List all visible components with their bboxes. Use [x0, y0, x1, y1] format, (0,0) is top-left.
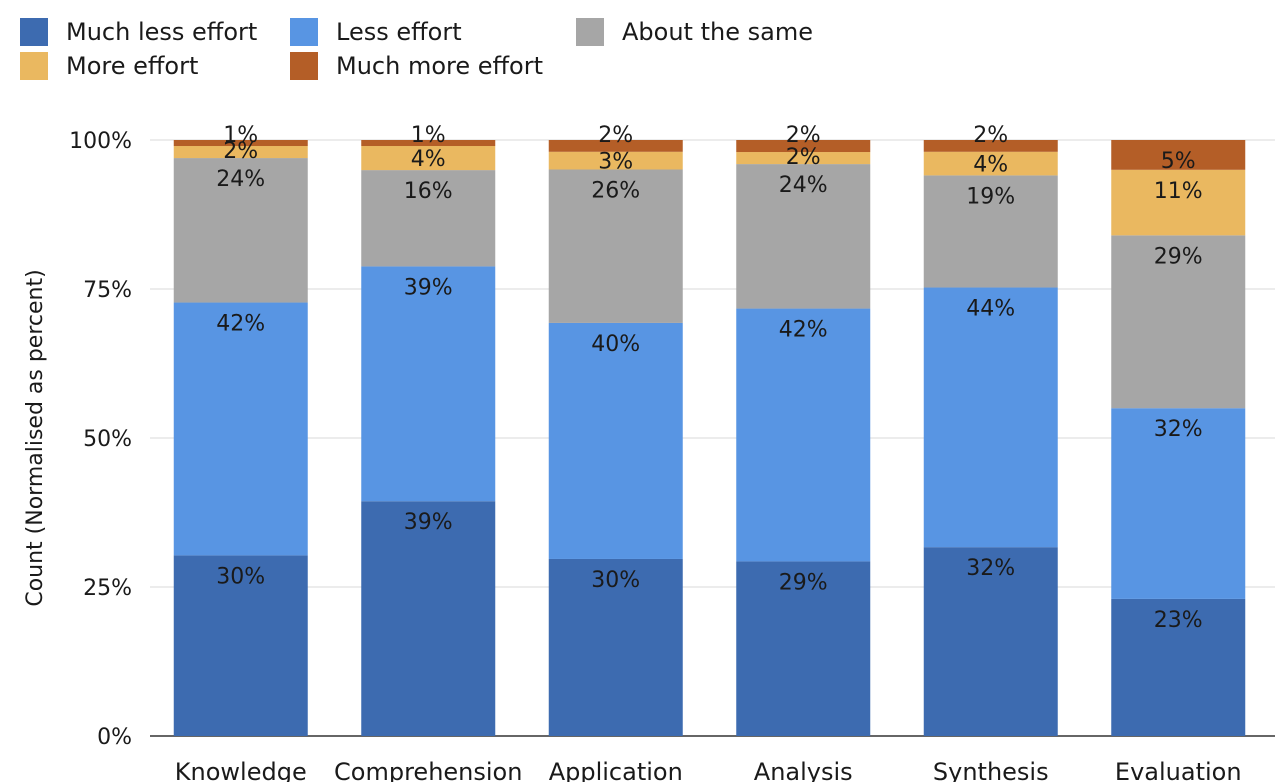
x-tick-label: Synthesis [933, 758, 1049, 782]
data-label: 29% [1154, 244, 1203, 269]
legend-item-3: More effort [20, 52, 198, 80]
y-tick-label: 0% [97, 725, 132, 750]
data-label: 39% [404, 275, 453, 300]
bar-segment [361, 170, 496, 267]
x-tick-label: Analysis [754, 758, 853, 782]
x-tick-label: Evaluation [1115, 758, 1242, 782]
data-label: 2% [973, 123, 1008, 148]
data-label: 4% [973, 153, 1008, 178]
legend-label: About the same [622, 18, 813, 46]
data-label: 2% [786, 123, 821, 148]
y-tick-label: 25% [83, 576, 132, 601]
bar-segment [361, 146, 496, 171]
data-label: 2% [598, 123, 633, 148]
bar-segment [361, 266, 496, 502]
bar-segment [548, 169, 683, 323]
bar-segment [736, 561, 871, 736]
bar-segment [1111, 140, 1246, 170]
bar-segment [1111, 408, 1246, 599]
data-label: 4% [411, 147, 446, 172]
bar-segment [1111, 235, 1246, 409]
x-tick-label: Comprehension [334, 758, 522, 782]
bar-segment [548, 140, 683, 152]
bar-segment [361, 140, 496, 147]
data-label: 44% [966, 297, 1015, 322]
y-axis-title: Count (Normalised as percent) [23, 269, 48, 606]
bar-segment [548, 322, 683, 559]
bar-segment [548, 558, 683, 736]
legend-label: Less effort [336, 18, 462, 46]
bar-segment [923, 151, 1058, 176]
legend-item-4: Much more effort [290, 52, 543, 80]
legend-item-2: About the same [576, 18, 813, 46]
data-label: 30% [591, 568, 640, 593]
legend-item-1: Less effort [290, 18, 462, 46]
legend-swatch [20, 18, 48, 46]
bar-segment [1111, 169, 1246, 236]
data-label: 26% [591, 179, 640, 204]
data-label: 2% [223, 139, 258, 164]
data-label: 16% [404, 179, 453, 204]
legend-swatch [290, 18, 318, 46]
bar-segment [548, 151, 683, 170]
data-label: 42% [779, 318, 828, 343]
legend-swatch [20, 52, 48, 80]
data-label: 32% [966, 556, 1015, 581]
data-label: 32% [1154, 417, 1203, 442]
data-label: 2% [786, 145, 821, 170]
y-tick-label: 50% [83, 427, 132, 452]
legend-swatch [290, 52, 318, 80]
legend-label: Much more effort [336, 52, 544, 80]
data-label: 29% [779, 570, 828, 595]
data-label: 5% [1161, 149, 1196, 174]
legend-label: More effort [66, 52, 199, 80]
bar-segment [361, 501, 496, 736]
data-label: 24% [779, 173, 828, 198]
data-label: 30% [216, 564, 265, 589]
x-tick-label: Knowledge [175, 758, 307, 782]
bar-segment [736, 152, 871, 165]
bar-segment [923, 140, 1058, 152]
data-label: 3% [598, 150, 633, 175]
data-label: 23% [1154, 608, 1203, 633]
data-label: 42% [216, 312, 265, 337]
bar-segment [923, 175, 1058, 288]
data-label: 19% [966, 184, 1015, 209]
bar-segment [736, 308, 871, 562]
bar-segment [736, 164, 871, 309]
legend-item-0: Much less effort [20, 18, 257, 46]
data-label: 24% [216, 167, 265, 192]
data-label: 1% [223, 123, 258, 148]
bar-segment [173, 555, 308, 736]
bar-segment [923, 287, 1058, 548]
bar-segment [173, 140, 308, 147]
legend: Much less effort Less effort About the sam… [20, 18, 920, 88]
legend-label: Much less effort [66, 18, 258, 46]
legend-swatch [576, 18, 604, 46]
data-label: 39% [404, 510, 453, 535]
y-tick-label: 75% [83, 278, 132, 303]
data-label: 40% [591, 332, 640, 357]
bar-segment [173, 158, 308, 303]
bar-segment [173, 302, 308, 556]
x-tick-label: Application [549, 758, 683, 782]
bar-segment [173, 146, 308, 159]
data-label: 1% [411, 123, 446, 148]
y-tick-label: 100% [69, 129, 132, 154]
bar-segment [736, 140, 871, 153]
bar-segment [1111, 598, 1246, 736]
bar-segment [923, 547, 1058, 736]
data-label: 11% [1154, 179, 1203, 204]
